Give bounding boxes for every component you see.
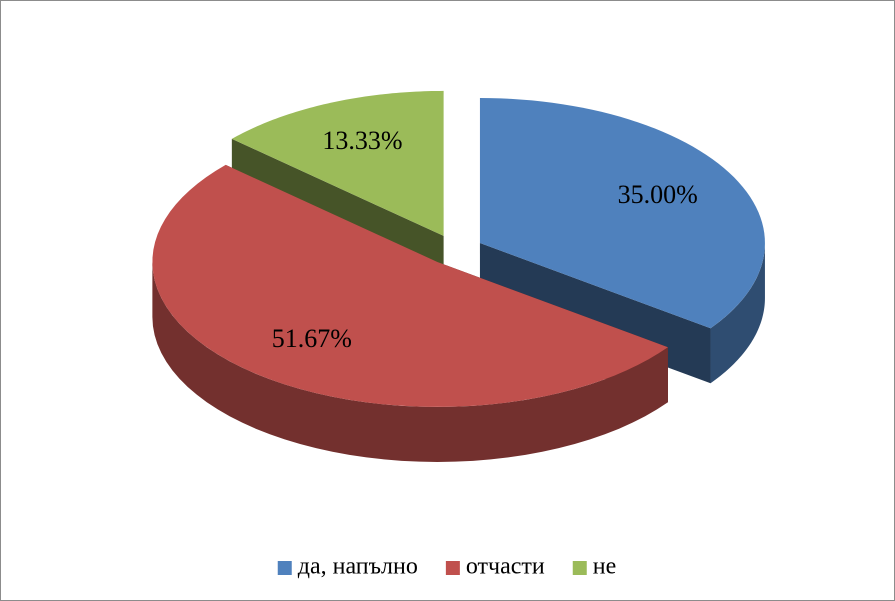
legend-swatch [445, 561, 460, 575]
data-label: 13.33% [322, 126, 402, 155]
legend-label: да, напълно [298, 554, 418, 580]
legend-swatch [277, 561, 292, 575]
legend-label: отчасти [466, 554, 545, 580]
slice-rim-wall [152, 261, 668, 462]
slice [479, 98, 765, 329]
pie: 35.00% 51.67% 13.33% [152, 90, 765, 462]
data-label: 51.67% [272, 324, 352, 353]
data-label: 35.00% [618, 180, 698, 209]
legend: да, напълно отчасти не [277, 554, 617, 580]
slice [152, 164, 668, 407]
slice-rim-wall [710, 243, 765, 384]
legend-swatch [572, 561, 587, 575]
legend-label: не [593, 554, 617, 580]
slice [231, 90, 444, 236]
